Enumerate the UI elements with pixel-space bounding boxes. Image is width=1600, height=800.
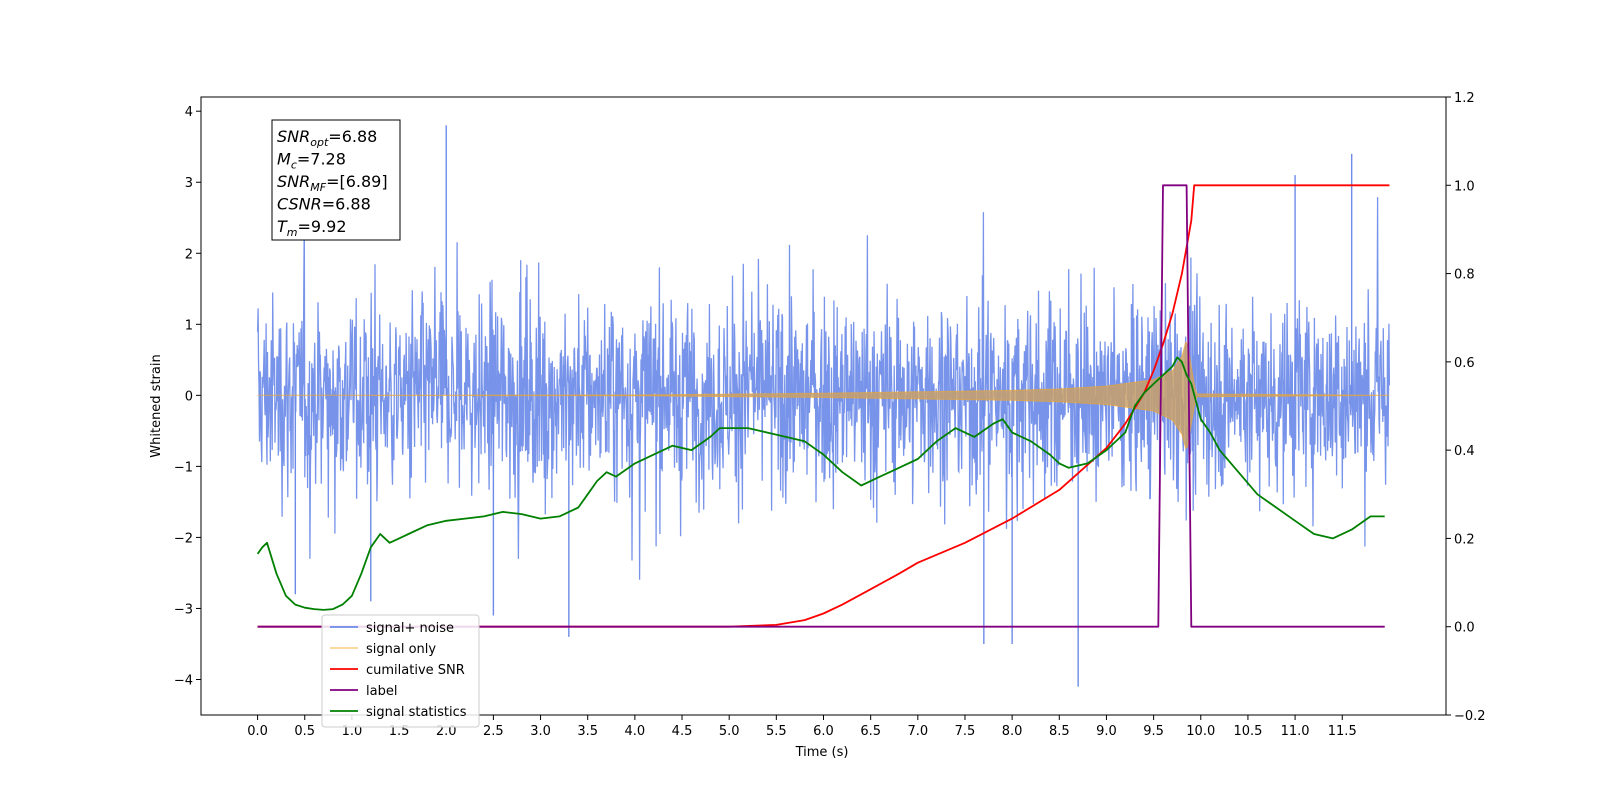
y-tick-label: 0 [185,389,193,404]
series-signal-plus-noise-line [256,197,1391,580]
x-tick-label: 11.0 [1281,724,1310,739]
y-tick-label: −4 [174,673,193,688]
x-axis: 0.0 0.5 1.0 1.5 2.0 2.5 3.0 3.5 4.0 4.5 5.0 5.5 6.0 6… [247,715,1357,739]
x-tick-label: 8.5 [1049,724,1070,739]
annotation-line: SNRopt=6.88 [277,127,377,149]
x-tick-label: 2.5 [483,724,504,739]
x-tick-label: 0.0 [247,724,268,739]
y2-tick-label: 0.6 [1454,356,1475,371]
x-tick-label: 4.5 [672,724,693,739]
y2-tick-label: 0.0 [1454,621,1475,636]
y-axis-right: 1.2 1.0 0.8 0.6 0.4 0.2 0.0 −0.2 [1446,91,1486,724]
x-tick-label: 2.0 [436,724,457,739]
legend-label: signal statistics [366,705,467,720]
annotation-line: SNRMF=[6.89] [277,172,388,194]
x-axis-label: Time (s) [795,745,849,760]
x-tick-label: 9.0 [1096,724,1117,739]
legend-frame [321,614,480,728]
x-tick-label: 0.5 [294,724,315,739]
y-tick-label: 4 [185,105,193,120]
y2-tick-label: 1.2 [1454,91,1475,106]
y2-tick-label: 0.2 [1454,532,1475,547]
series-signal-statistics-line [256,356,1385,611]
annotation-line: CSNR=6.88 [277,195,371,214]
x-tick-label: 7.5 [955,724,976,739]
legend-label: signal only [366,642,436,657]
x-tick-label: 10.5 [1233,724,1262,739]
y-tick-label: −3 [174,602,193,617]
y2-tick-label: 0.8 [1454,268,1475,283]
series-signal-only-line [257,341,1390,450]
annotation-line: Tm=9.92 [277,217,347,239]
x-tick-label: 1.5 [389,724,410,739]
series-cumulative-snr-line [257,184,1390,628]
x-tick-label: 6.0 [813,724,834,739]
x-tick-label: 5.0 [719,724,740,739]
x-tick-label: 5.5 [766,724,787,739]
y2-tick-label: −0.2 [1454,709,1486,724]
x-tick-label: 11.5 [1328,724,1357,739]
x-tick-label: 3.5 [577,724,598,739]
x-tick-label: 3.0 [530,724,551,739]
annotation-line: Mc=7.28 [277,150,346,172]
y-tick-label: −2 [174,531,193,546]
plot-area [256,125,1391,687]
y-tick-label: 3 [185,176,193,191]
series-label-line [257,184,1385,628]
x-tick-label: 6.5 [860,724,881,739]
legend: signal+ noise signal only cumilative SNR la… [321,614,480,728]
annotation-frame [271,119,401,241]
legend-label: label [366,684,397,699]
x-tick-label: 9.5 [1143,724,1164,739]
y2-tick-label: 0.4 [1454,444,1475,459]
y-axis-left: 4 3 2 1 0 −1 −2 −3 −4 [174,105,201,688]
y-tick-label: 2 [185,247,193,262]
y-tick-label: −1 [174,460,193,475]
legend-label: cumilative SNR [366,663,465,678]
x-tick-label: 7.0 [907,724,928,739]
x-tick-label: 8.0 [1002,724,1023,739]
y-axis-label: Whitened strain [149,354,164,457]
x-tick-label: 10.0 [1186,724,1215,739]
y2-tick-label: 1.0 [1454,179,1475,194]
x-tick-label: 1.0 [342,724,363,739]
x-tick-label: 4.0 [625,724,646,739]
y-tick-label: 1 [185,318,193,333]
legend-label: signal+ noise [366,621,454,636]
